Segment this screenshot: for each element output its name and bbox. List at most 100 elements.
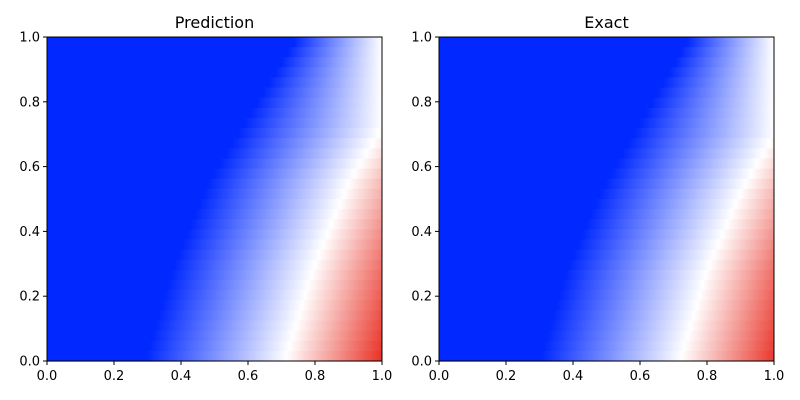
heatmap-row xyxy=(47,269,382,281)
heatmap-row xyxy=(47,280,382,291)
heatmap-row xyxy=(47,97,382,109)
heatmap-row xyxy=(47,330,382,342)
heatmap-row xyxy=(47,340,382,352)
heatmap-row xyxy=(47,128,382,139)
heatmap-row xyxy=(439,340,774,352)
heatmap-row xyxy=(439,138,774,149)
y-tick-label: 0.4 xyxy=(19,225,40,240)
x-tick-label: 0.8 xyxy=(697,369,718,384)
heatmap-row xyxy=(439,330,774,342)
heatmap-row xyxy=(439,118,774,129)
heatmap-row xyxy=(47,57,382,68)
heatmap-row xyxy=(439,290,774,301)
x-tick-label: 0.0 xyxy=(429,369,450,384)
x-tick-label: 0.6 xyxy=(630,369,651,384)
heatmap-row xyxy=(439,239,774,251)
heatmap-row xyxy=(439,219,774,230)
heatmap-cells xyxy=(439,37,774,362)
heatmap-row xyxy=(439,158,774,170)
heatmap-row xyxy=(47,47,382,58)
x-tick-label: 1.0 xyxy=(372,369,393,384)
y-tick-label: 0.0 xyxy=(411,355,432,370)
heatmap-row xyxy=(47,148,382,160)
heatmap-row xyxy=(47,259,382,271)
heatmap-row xyxy=(439,97,774,109)
heatmap-row xyxy=(47,219,382,230)
panel-title: Exact xyxy=(584,13,628,32)
panel-title: Prediction xyxy=(175,13,254,32)
heatmap-row xyxy=(439,148,774,160)
panel-prediction: Prediction 0.0 0.2 0.4 0.6 0.8 1.0 0.00.20.40… xyxy=(19,13,392,384)
heatmap-row xyxy=(439,269,774,281)
heatmap-row xyxy=(439,350,774,362)
heatmap-row xyxy=(439,209,774,220)
heatmap-cells xyxy=(47,37,382,362)
heatmap-row xyxy=(47,209,382,220)
x-tick-label: 0.2 xyxy=(104,369,125,384)
panel-exact: Exact 0.0 0.2 0.4 0.6 0.8 1.0 0.0 0.2 0.4 0.6 0.8… xyxy=(411,13,784,384)
x-tick-label: 1.0 xyxy=(764,369,785,384)
heatmap-row xyxy=(47,310,382,322)
x-axis-ticks: 0.0 0.2 0.4 0.6 0.8 1.0 xyxy=(37,361,393,384)
y-axis-ticks: 0.0 0.2 0.4 0.6 0.8 1.0 xyxy=(19,31,47,370)
plot-frame xyxy=(438,36,775,362)
heatmap-row xyxy=(439,280,774,291)
heatmap-row xyxy=(47,290,382,301)
x-tick-label: 0.4 xyxy=(563,369,584,384)
x-tick-label: 0.0 xyxy=(37,369,58,384)
heatmap-row xyxy=(439,310,774,322)
heatmap-row xyxy=(439,168,774,180)
heatmap-row xyxy=(47,178,382,190)
heatmap-row xyxy=(47,300,382,311)
heatmap-row xyxy=(439,178,774,190)
heatmap-row xyxy=(439,77,774,89)
heatmap-row xyxy=(47,229,382,241)
heatmap-row xyxy=(47,249,382,261)
heatmap-row xyxy=(439,67,774,79)
heatmap-row xyxy=(439,37,774,48)
heatmap-row xyxy=(439,199,774,210)
y-tick-label: 0.2 xyxy=(19,290,40,305)
heatmap-row xyxy=(47,188,382,200)
heatmap-row xyxy=(47,118,382,129)
y-tick-label: 0.6 xyxy=(19,160,40,175)
heatmap-row xyxy=(47,199,382,210)
heatmap-row xyxy=(439,87,774,99)
heatmap-row xyxy=(47,37,382,48)
x-tick-label: 0.8 xyxy=(305,369,326,384)
heatmap-row xyxy=(439,107,774,119)
heatmap-row xyxy=(47,77,382,89)
heatmap-row xyxy=(47,320,382,332)
x-tick-label: 0.4 xyxy=(171,369,192,384)
heatmap-row xyxy=(439,188,774,200)
heatmap-row xyxy=(47,158,382,170)
heatmap-row xyxy=(439,300,774,311)
heatmap-row xyxy=(47,107,382,119)
heatmap-row xyxy=(47,67,382,79)
heatmap-row xyxy=(47,350,382,362)
heatmap-row xyxy=(439,259,774,271)
plot-frame xyxy=(46,36,383,362)
y-axis-ticks: 0.0 0.2 0.4 0.6 0.8 1.0 xyxy=(411,31,439,370)
heatmap-row xyxy=(439,320,774,332)
heatmap-row xyxy=(47,168,382,180)
heatmap-row xyxy=(47,138,382,149)
heatmap-row xyxy=(47,239,382,251)
heatmap-row xyxy=(439,249,774,261)
y-tick-label: 0.0 xyxy=(19,355,40,370)
heatmap-row xyxy=(439,47,774,58)
heatmap-row xyxy=(439,128,774,139)
y-tick-label: 1.0 xyxy=(411,31,432,46)
y-tick-label: 0.8 xyxy=(411,95,432,110)
y-tick-label: 0.6 xyxy=(411,160,432,175)
y-tick-label: 0.2 xyxy=(411,290,432,305)
x-tick-label: 0.6 xyxy=(238,369,259,384)
x-tick-label: 0.2 xyxy=(496,369,517,384)
heatmap-row xyxy=(439,229,774,241)
x-axis-ticks: 0.0 0.2 0.4 0.6 0.8 1.0 xyxy=(429,361,785,384)
y-tick-label: 1.0 xyxy=(19,31,40,46)
heatmap-row xyxy=(439,57,774,68)
y-tick-label: 0.8 xyxy=(19,95,40,110)
heatmap-row xyxy=(47,87,382,99)
